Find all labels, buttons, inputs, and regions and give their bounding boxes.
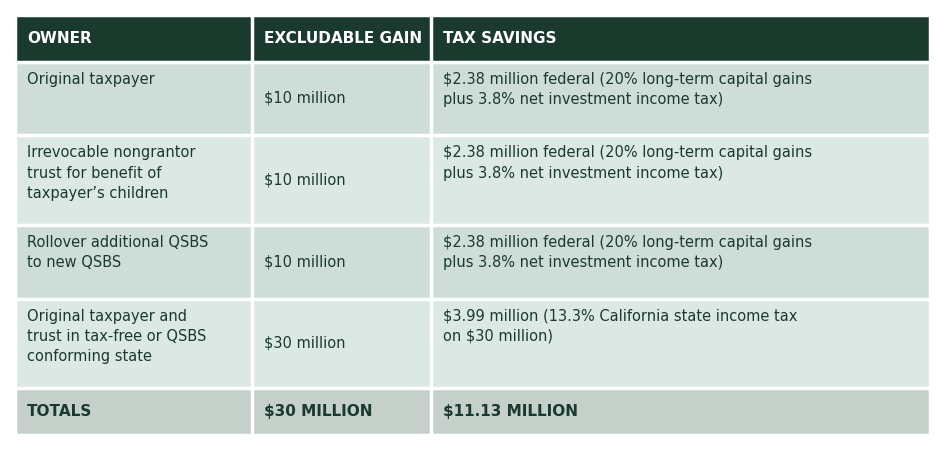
Text: $30 MILLION: $30 MILLION [263, 404, 372, 419]
Bar [252, 15, 430, 62]
Text: $30 million: $30 million [263, 336, 346, 351]
Text: $2.38 million federal (20% long-term capital gains
plus 3.8% net investment inco: $2.38 million federal (20% long-term cap… [443, 72, 812, 107]
Bar [15, 62, 252, 135]
Bar [252, 388, 430, 435]
Text: $3.99 million (13.3% California state income tax
on $30 million): $3.99 million (13.3% California state in… [443, 309, 797, 344]
Bar [430, 299, 929, 388]
Text: $2.38 million federal (20% long-term capital gains
plus 3.8% net investment inco: $2.38 million federal (20% long-term cap… [443, 235, 812, 270]
Text: $10 million: $10 million [263, 173, 346, 188]
Text: TAX SAVINGS: TAX SAVINGS [443, 31, 556, 46]
Text: TOTALS: TOTALS [27, 404, 93, 419]
Bar [252, 299, 430, 388]
Bar [252, 225, 430, 299]
Bar [15, 299, 252, 388]
Bar [252, 135, 430, 225]
Text: Rollover additional QSBS
to new QSBS: Rollover additional QSBS to new QSBS [27, 235, 209, 270]
Text: Original taxpayer and
trust in tax-free or QSBS
conforming state: Original taxpayer and trust in tax-free … [27, 309, 206, 365]
Bar [430, 225, 929, 299]
Text: EXCLUDABLE GAIN: EXCLUDABLE GAIN [263, 31, 422, 46]
Text: $2.38 million federal (20% long-term capital gains
plus 3.8% net investment inco: $2.38 million federal (20% long-term cap… [443, 145, 812, 180]
Bar [430, 62, 929, 135]
Text: Original taxpayer: Original taxpayer [27, 72, 155, 87]
Bar [430, 388, 929, 435]
Bar [15, 225, 252, 299]
Text: $10 million: $10 million [263, 91, 346, 106]
Text: $10 million: $10 million [263, 254, 346, 269]
Text: Irrevocable nongrantor
trust for benefit of
taxpayer’s children: Irrevocable nongrantor trust for benefit… [27, 145, 195, 201]
Bar [430, 135, 929, 225]
Text: $11.13 MILLION: $11.13 MILLION [443, 404, 578, 419]
Bar [430, 15, 929, 62]
Bar [15, 135, 252, 225]
Text: OWNER: OWNER [27, 31, 92, 46]
Bar [252, 62, 430, 135]
Bar [15, 15, 252, 62]
Bar [15, 388, 252, 435]
